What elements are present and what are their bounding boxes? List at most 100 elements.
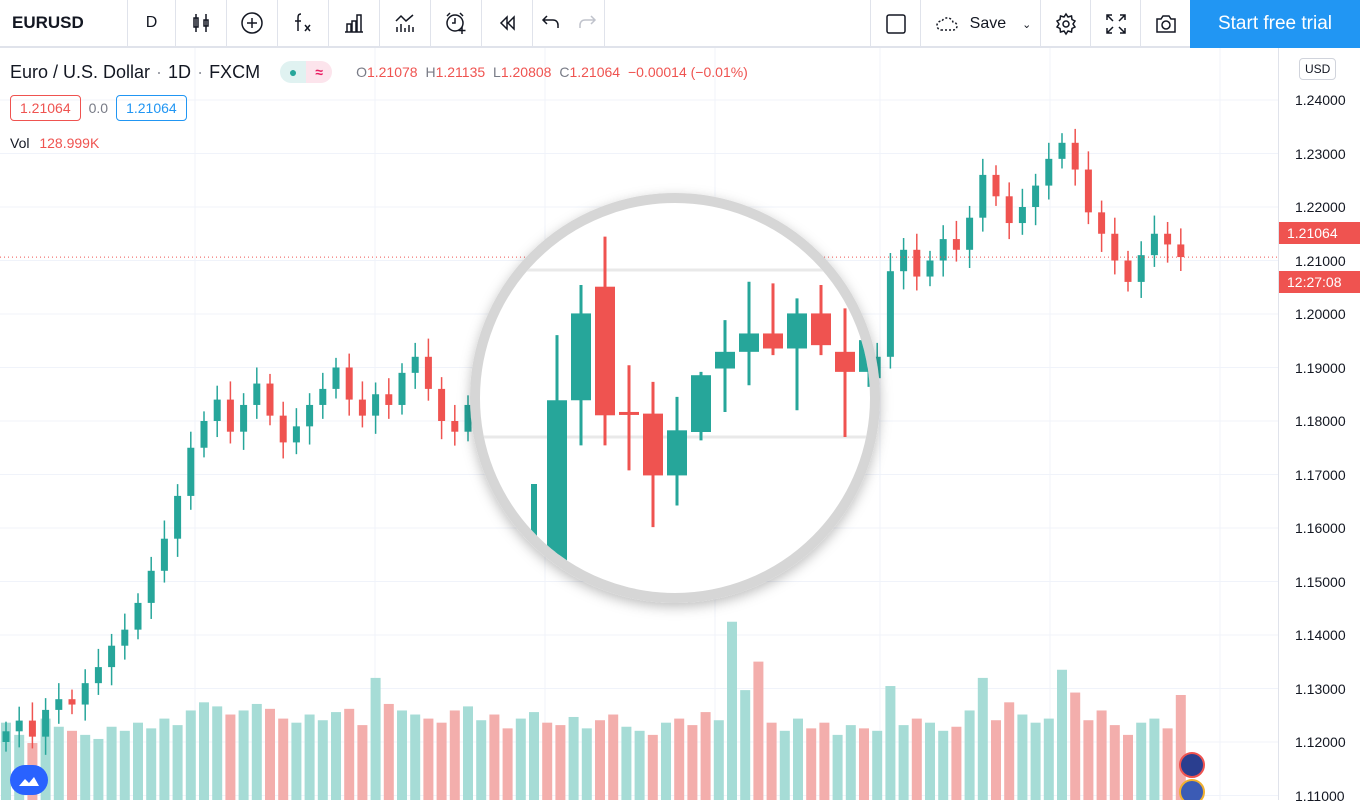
ohlc-values: O1.21078 H1.21135 L1.20808 C1.21064 −0.0… bbox=[352, 64, 748, 80]
volume-bar bbox=[331, 712, 341, 800]
volume-bar bbox=[766, 722, 777, 800]
volume-bar bbox=[634, 730, 645, 800]
redo-button[interactable] bbox=[569, 0, 605, 47]
price-tick-label: 1.11000 bbox=[1295, 787, 1345, 804]
candle-body bbox=[411, 356, 419, 373]
volume-bar bbox=[119, 730, 130, 800]
volume-bar bbox=[608, 714, 619, 800]
volume-bar bbox=[80, 734, 91, 800]
volume-bar bbox=[1, 722, 11, 800]
price-tick-label: 1.16000 bbox=[1295, 520, 1346, 536]
volume-bar bbox=[502, 728, 513, 800]
candle-body bbox=[306, 404, 314, 427]
candle bbox=[319, 372, 327, 419]
volume-bar bbox=[225, 714, 236, 800]
candle-body bbox=[200, 421, 208, 448]
snapshot-button[interactable] bbox=[1140, 0, 1190, 48]
candle bbox=[306, 393, 314, 445]
candle bbox=[992, 165, 1000, 206]
undo-button[interactable] bbox=[533, 0, 569, 47]
candle bbox=[913, 233, 921, 291]
candle-body bbox=[160, 538, 168, 571]
volume-bar bbox=[515, 718, 526, 800]
volume-bar bbox=[199, 702, 209, 800]
candle-body bbox=[28, 720, 36, 737]
candle bbox=[15, 706, 23, 748]
price-tick-label: 1.21000 bbox=[1295, 252, 1346, 269]
economic-events-flags[interactable] bbox=[1179, 752, 1205, 800]
price-tick-label: 1.18000 bbox=[1295, 413, 1346, 429]
price-axis[interactable]: USD 1.24000 1.23000 1.22000 1.21000 1.20000 1… bbox=[1278, 48, 1360, 804]
volume-bar bbox=[1057, 669, 1067, 800]
volume-bar bbox=[317, 720, 328, 800]
candle bbox=[1005, 182, 1013, 240]
tradingview-logo[interactable] bbox=[10, 765, 48, 795]
candle-body bbox=[68, 699, 76, 705]
save-button[interactable]: Save ⌄ bbox=[920, 0, 1040, 48]
replay-button[interactable] bbox=[482, 0, 533, 47]
magnified-candle-body bbox=[643, 413, 663, 476]
indicators-button[interactable] bbox=[278, 0, 329, 47]
candle-body bbox=[398, 372, 406, 405]
sell-price-button[interactable]: 1.21064 bbox=[10, 95, 81, 121]
legend-exchange: FXCM bbox=[209, 61, 261, 82]
alert-button[interactable] bbox=[431, 0, 482, 47]
volume-bar bbox=[489, 714, 500, 800]
separator: · bbox=[197, 61, 204, 82]
fullscreen-button[interactable] bbox=[1090, 0, 1140, 48]
volume-bar bbox=[1149, 718, 1160, 800]
volume-bar bbox=[951, 726, 962, 800]
undo-icon bbox=[541, 15, 559, 28]
templates-button[interactable] bbox=[329, 0, 380, 47]
candle bbox=[240, 393, 248, 450]
market-status-pill[interactable]: ● ≈ bbox=[280, 61, 333, 83]
interval-button[interactable]: D bbox=[128, 0, 176, 47]
volume-value: 128.999K bbox=[39, 135, 100, 151]
buy-price-button[interactable]: 1.21064 bbox=[116, 95, 187, 121]
layout-button[interactable] bbox=[870, 0, 920, 48]
candle-body bbox=[55, 699, 63, 710]
volume-bar bbox=[1017, 714, 1028, 800]
cloud-save-icon bbox=[935, 17, 958, 31]
magnifier-lens bbox=[470, 193, 880, 603]
candle-body bbox=[952, 239, 960, 250]
currency-button[interactable]: USD bbox=[1299, 58, 1337, 80]
volume-bar bbox=[898, 725, 909, 800]
price-chart[interactable] bbox=[0, 0, 1278, 800]
candle-body bbox=[213, 399, 221, 421]
candle bbox=[108, 633, 116, 686]
candle bbox=[1164, 221, 1172, 263]
candle bbox=[226, 381, 234, 444]
candle bbox=[952, 220, 960, 262]
volume-bar bbox=[1162, 728, 1173, 800]
magnified-candle-body bbox=[763, 333, 783, 349]
candle-body bbox=[1018, 207, 1026, 224]
spread-value: 0.0 bbox=[88, 100, 109, 116]
chart-type-button[interactable] bbox=[176, 0, 227, 47]
volume-bar bbox=[185, 710, 196, 800]
volume-bar bbox=[449, 710, 460, 800]
compare-button[interactable] bbox=[227, 0, 278, 47]
symbol-search-button[interactable]: EURUSD bbox=[0, 0, 128, 47]
magnified-candle bbox=[571, 285, 591, 446]
eu-flag-icon[interactable] bbox=[1179, 752, 1205, 778]
candle-body bbox=[979, 174, 987, 218]
us-flag-icon[interactable] bbox=[1179, 779, 1205, 800]
settings-button[interactable] bbox=[1040, 0, 1090, 48]
redo-icon bbox=[578, 15, 596, 28]
start-free-trial-button[interactable]: Start free trial bbox=[1190, 0, 1360, 48]
price-tick-label: 1.23000 bbox=[1295, 145, 1346, 162]
candle bbox=[398, 363, 406, 415]
financials-button[interactable] bbox=[380, 0, 431, 47]
symbol-title[interactable]: Euro / U.S. Dollar bbox=[10, 61, 151, 82]
volume-bar bbox=[806, 728, 817, 800]
volume-bar bbox=[555, 725, 566, 800]
volume-bar bbox=[357, 725, 368, 800]
volume-bar bbox=[529, 712, 539, 800]
save-label: Save bbox=[969, 15, 1007, 32]
magnified-candle bbox=[619, 365, 639, 471]
financials-icon bbox=[395, 14, 414, 32]
candle-body bbox=[2, 731, 10, 742]
candle bbox=[147, 556, 155, 619]
volume-bar bbox=[133, 722, 143, 800]
